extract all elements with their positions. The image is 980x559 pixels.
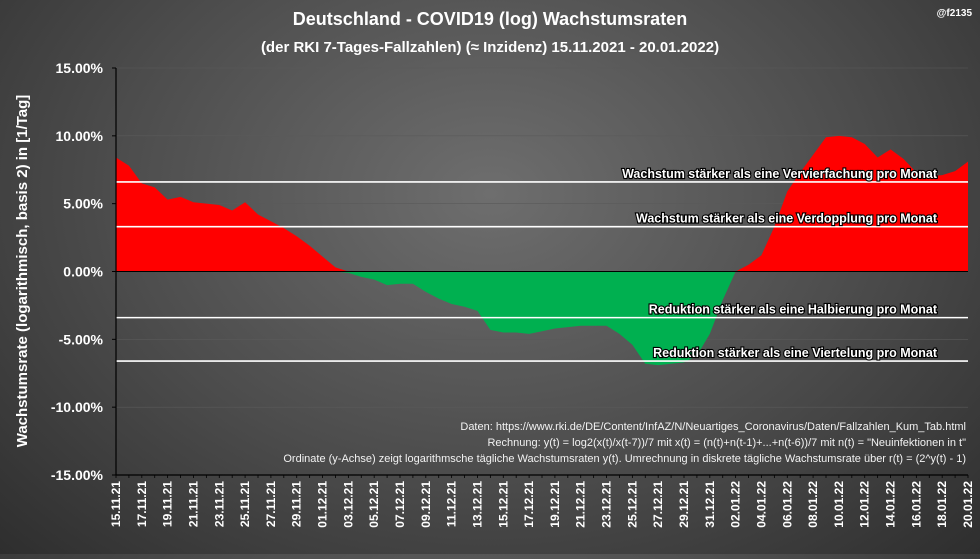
x-tick-label: 17.12.21 — [522, 481, 536, 528]
x-tick-label: 12.01.22 — [858, 481, 872, 528]
chart-title: Deutschland - COVID19 (log) Wachstumsrat… — [293, 9, 687, 29]
x-tick-label: 03.12.21 — [341, 481, 355, 528]
x-tick-label: 13.12.21 — [470, 481, 484, 528]
x-tick-label: 15.12.21 — [496, 481, 510, 528]
plot-area: Wachstum stärker als eine Vervierfachung… — [51, 60, 975, 528]
x-tick-label: 14.01.22 — [884, 481, 898, 528]
x-tick-label: 21.11.21 — [186, 481, 200, 527]
x-tick-label: 27.12.21 — [651, 481, 665, 528]
y-tick-label: 5.00% — [63, 196, 103, 212]
x-tick-label: 19.11.21 — [161, 481, 175, 527]
x-tick-label: 29.11.21 — [290, 481, 304, 527]
x-tick-label: 01.12.21 — [316, 481, 330, 528]
x-tick-label: 06.01.22 — [780, 481, 794, 528]
x-tick-label: 05.12.21 — [367, 481, 381, 528]
reference-line-label: Reduktion stärker als eine Viertelung pr… — [653, 346, 938, 360]
x-tick-label: 29.12.21 — [677, 481, 691, 528]
reference-line-label: Reduktion stärker als eine Halbierung pr… — [649, 303, 938, 317]
x-tick-label: 20.01.22 — [961, 481, 975, 528]
y-tick-label: 0.00% — [63, 264, 103, 280]
x-tick-label: 25.12.21 — [625, 481, 639, 528]
chart-subtitle: (der RKI 7-Tages-Fallzahlen) (≈ Inzidenz… — [261, 39, 719, 56]
y-tick-label: 15.00% — [56, 60, 104, 76]
x-tick-label: 07.12.21 — [393, 481, 407, 528]
x-tick-label: 18.01.22 — [935, 481, 949, 528]
reference-line-label: Wachstum stärker als eine Verdopplung pr… — [636, 212, 938, 226]
x-tick-label: 31.12.21 — [703, 481, 717, 528]
y-tick-label: 10.00% — [56, 128, 104, 144]
y-axis-label: Wachstumsrate (logarithmisch, basis 2) i… — [14, 95, 31, 448]
x-tick-label: 08.01.22 — [806, 481, 820, 528]
positive-growth-area — [116, 135, 968, 272]
x-tick-label: 04.01.22 — [754, 481, 768, 528]
y-tick-label: -10.00% — [51, 399, 104, 415]
x-tick-label: 09.12.21 — [419, 481, 433, 528]
y-tick-label: -15.00% — [51, 467, 104, 483]
source-note: Rechnung: y(t) = log2(x(t)/x(t-7))/7 mit… — [487, 437, 966, 449]
author-handle: @f2135 — [937, 8, 973, 19]
x-tick-label: 23.11.21 — [212, 481, 226, 527]
x-tick-label: 17.11.21 — [135, 481, 149, 527]
x-tick-label: 21.12.21 — [574, 481, 588, 528]
x-tick-label: 10.01.22 — [832, 481, 846, 528]
x-tick-label: 16.01.22 — [909, 481, 923, 528]
x-tick-label: 15.11.21 — [109, 481, 123, 527]
reference-line-label: Wachstum stärker als eine Vervierfachung… — [622, 167, 938, 181]
x-tick-label: 02.01.22 — [729, 481, 743, 528]
x-tick-label: 27.11.21 — [264, 481, 278, 527]
x-tick-label: 19.12.21 — [548, 481, 562, 528]
x-tick-label: 25.11.21 — [238, 481, 252, 527]
source-note: Ordinate (y-Achse) zeigt logarithmsche t… — [283, 453, 966, 465]
source-note: Daten: https://www.rki.de/DE/Content/Inf… — [460, 421, 966, 433]
x-tick-label: 11.12.21 — [445, 481, 459, 527]
y-tick-label: -5.00% — [59, 331, 104, 347]
x-tick-label: 23.12.21 — [600, 481, 614, 528]
